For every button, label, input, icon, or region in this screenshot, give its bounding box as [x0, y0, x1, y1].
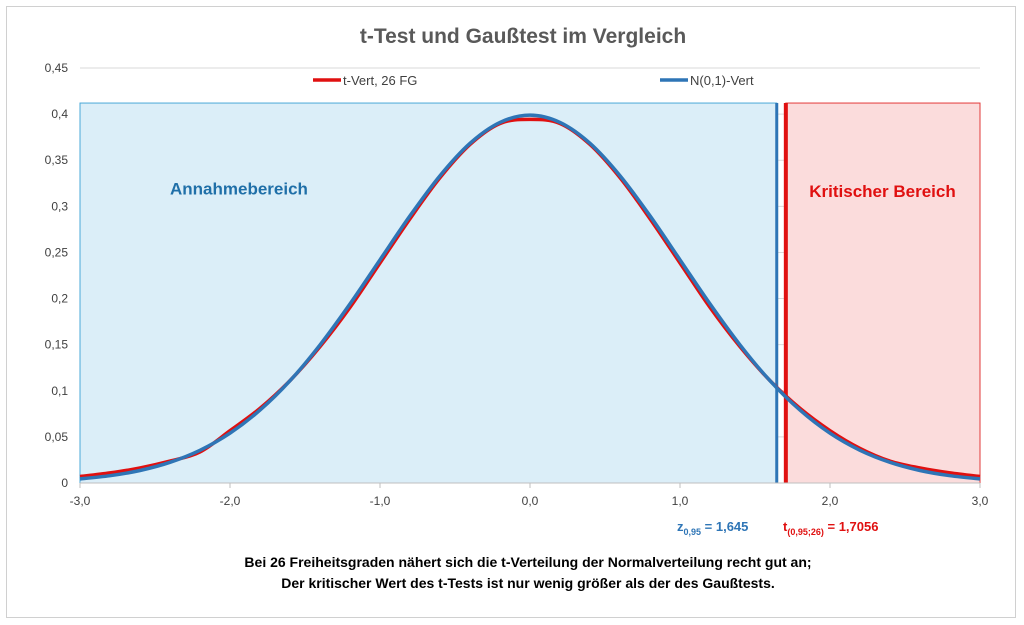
x-tick-label: 3,0: [972, 494, 989, 508]
y-tick-label: 0,2: [51, 292, 68, 306]
critical-region-label: Kritischer Bereich: [809, 182, 955, 201]
y-tick-label: 0,35: [45, 153, 69, 167]
caption-line-2: Der kritischer Wert des t-Tests ist nur …: [281, 575, 775, 591]
legend-t-distribution-label: t-Vert, 26 FG: [343, 73, 417, 88]
x-tick-label: -3,0: [70, 494, 91, 508]
caption-line-1: Bei 26 Freiheitsgraden nähert sich die t…: [244, 554, 811, 570]
critical-region: [785, 102, 981, 484]
y-tick-label: 0,05: [45, 430, 69, 444]
y-tick-label: 0,4: [51, 107, 68, 121]
y-tick-label: 0,1: [51, 384, 68, 398]
axes: 0 0,05 0,1 0,15 0,2 0,25 0,3 0,35 0,4 0,45 -3,0 -2,…: [45, 61, 989, 508]
t-critical-value-label: t(0,95;26) = 1,7056: [783, 519, 878, 537]
x-tick-label: 1,0: [672, 494, 689, 508]
series: [79, 113, 981, 481]
x-tick-label: -1,0: [370, 494, 391, 508]
regions: Annahmebereich Kritischer Bereich: [79, 102, 981, 484]
legend: t-Vert, 26 FG N(0,1)-Vert: [313, 73, 754, 88]
z-critical-value-label: z0,95 = 1,645: [677, 519, 748, 537]
annotations: z0,95 = 1,645 t(0,95;26) = 1,7056: [677, 519, 878, 537]
t-distribution-line: [79, 117, 981, 479]
y-tick-label: 0,45: [45, 61, 69, 75]
acceptance-region: [79, 102, 778, 484]
chart-title: t-Test und Gaußtest im Vergleich: [360, 25, 686, 48]
x-tick-label: 0,0: [522, 494, 539, 508]
normal-distribution-line: [79, 113, 981, 481]
y-tick-label: 0: [61, 476, 68, 490]
chart-frame: [6, 6, 1016, 618]
y-tick-label: 0,3: [51, 199, 68, 213]
x-tick-label: 2,0: [822, 494, 839, 508]
acceptance-region-label: Annahmebereich: [170, 179, 308, 198]
y-tick-label: 0,15: [45, 338, 69, 352]
legend-normal-distribution-label: N(0,1)-Vert: [690, 73, 754, 88]
x-tick-label: -2,0: [220, 494, 241, 508]
y-tick-label: 0,25: [45, 245, 69, 259]
